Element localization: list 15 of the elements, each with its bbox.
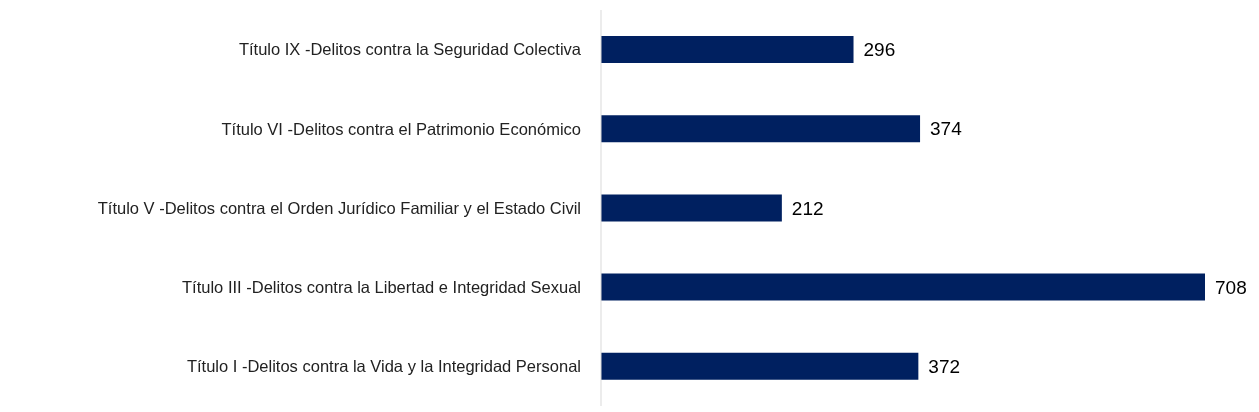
data-label: 374 <box>930 118 963 140</box>
y-tick-label: Título IX -Delitos contra la Seguridad Colectiva <box>238 40 582 59</box>
bar <box>601 115 921 143</box>
y-tick-label: Título V -Delitos contra el Orden Jurídico Familiar y el Estado Civil <box>97 198 581 217</box>
bar <box>601 352 919 380</box>
bar <box>601 194 782 222</box>
y-tick-label: Título III -Delitos contra la Libertad e Integridad Sexual <box>182 278 581 297</box>
data-label: 708 <box>1215 276 1247 298</box>
y-tick-label: Título I -Delitos contra la Vida y la Integridad Personal <box>186 357 581 376</box>
data-label: 372 <box>928 356 961 378</box>
data-label: 212 <box>791 197 824 219</box>
y-tick-label: Título VI -Delitos contra el Patrimonio Económico <box>221 119 581 138</box>
bar <box>601 36 854 63</box>
data-label: 296 <box>863 39 896 61</box>
bar <box>601 273 1205 301</box>
